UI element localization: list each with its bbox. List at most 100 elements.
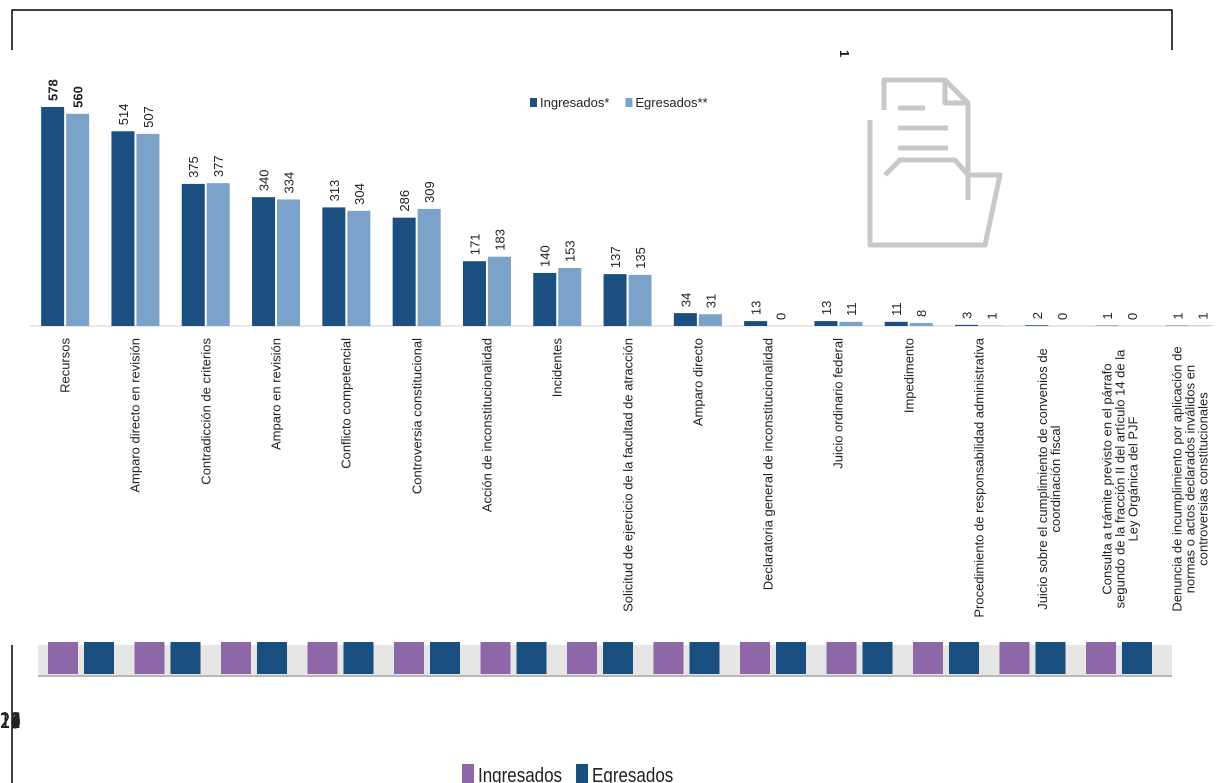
bar [744,321,768,326]
category-label: Conflicto competencial [338,338,354,469]
year-square [826,642,857,674]
value-label: 3 [960,312,975,319]
value-label: 31 [703,294,718,308]
value-label: 304 [352,183,367,205]
bar [136,133,160,326]
bar [417,208,441,326]
bar [1025,325,1049,326]
value-label: 11 [844,302,859,316]
bar [533,272,557,326]
year-square [134,642,165,674]
value-label: 507 [141,106,156,128]
year-label: 2015 [0,710,21,733]
bar [839,321,863,326]
category-label: Amparo en revisión [268,338,284,450]
value-label: 13 [819,301,834,315]
bar [181,183,205,326]
value-label: 13 [749,301,764,315]
value-label: 153 [563,240,578,262]
legend-swatch [530,98,537,107]
value-label: 375 [186,156,201,178]
year-label: 2018 [0,710,21,733]
legend-label: Egresados** [635,95,707,110]
value-label: 340 [257,169,272,191]
bar [206,183,230,326]
year-square [307,642,338,674]
category-label: Solicitud de ejercicio de la facultad de… [620,338,636,612]
value-label: 334 [282,172,297,194]
value-label: 137 [608,246,623,268]
year-square [999,642,1030,674]
legend-label: Ingresados [478,764,562,783]
category-label: Juicio sobre el cumplimiento de convenio… [1035,348,1064,610]
category-label: Amparo directo [690,338,706,427]
year-square [776,642,806,674]
year-square [394,642,424,674]
value-label: 1 [1170,312,1185,319]
category-label: Incidentes [549,338,565,398]
year-label: 2012 [0,710,21,733]
year-square [949,642,979,674]
fragment: 1 [837,50,852,57]
year-label: 2014 [0,710,21,733]
value-label: 34 [678,293,693,307]
year-square [343,642,374,674]
category-label: Amparo directo en revisión [127,338,143,493]
year-square [913,642,943,674]
year-square [516,642,547,674]
category-label: Recursos [57,338,73,393]
year-label: 2013 [0,710,21,733]
value-label: 578 [46,79,61,101]
folder-icon [867,77,1003,248]
year-label: 2020 [0,710,21,733]
value-label: 0 [774,313,789,320]
category-label: Declaratoria general de inconstitucional… [760,338,776,591]
category-label: Impedimento [901,338,917,414]
value-label: 11 [889,302,904,316]
value-label: 2 [1030,312,1045,319]
value-label: 1 [985,312,1000,319]
bar [955,324,979,326]
year-square [430,642,460,674]
year-square [257,642,287,674]
value-label: 514 [116,104,131,126]
value-label: 377 [211,155,226,177]
year-square [689,642,720,674]
bar [603,274,627,326]
year-square [170,642,201,674]
value-label: 309 [422,181,437,203]
category-label: Controversia constitucional [409,338,425,495]
legend-swatch [625,98,633,107]
category-label: Procedimiento de responsabilidad adminis… [971,338,987,618]
bar [41,107,65,326]
year-square [1035,642,1066,674]
value-label: 560 [71,86,86,108]
bar [487,256,511,326]
year-square [480,642,511,674]
frame-top [11,9,1173,50]
value-label: 140 [538,245,553,267]
year-label: 2017 [0,710,21,733]
year-label: 2016 [0,710,21,733]
bar [66,113,90,326]
year-label: 2022 [0,710,21,733]
legend-swatch [462,764,474,783]
year-square [862,642,893,674]
bar [814,321,838,326]
value-label: 1 [1195,312,1210,319]
year-square [567,642,597,674]
year-label: 2011 [0,710,21,733]
category-label: Juicio ordinario federal [830,338,846,469]
category-label: Acción de inconstitucionalidad [479,338,495,513]
legend-label: Ingresados* [540,95,609,110]
value-label: 0 [1055,313,1070,320]
year-square [84,642,114,674]
year-square [740,642,770,674]
legend-label: Egresados [592,764,673,783]
year-square [1086,642,1116,674]
bar [558,268,582,326]
bar [347,210,371,326]
